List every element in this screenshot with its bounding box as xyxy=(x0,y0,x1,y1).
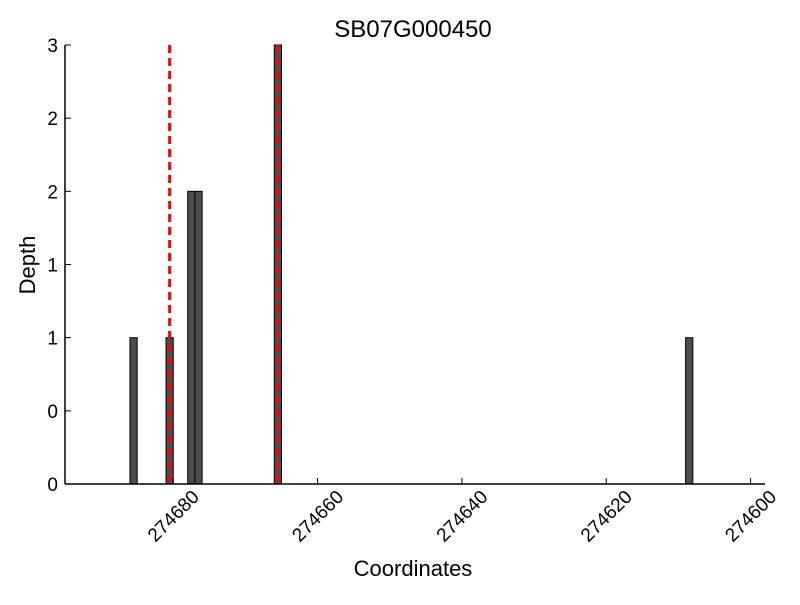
bar xyxy=(194,190,203,485)
bar xyxy=(685,337,694,485)
bars-group xyxy=(129,44,694,485)
y-tick-label: 2 xyxy=(47,109,58,130)
x-tick-label: 274640 xyxy=(433,487,493,547)
x-tick-label: 274600 xyxy=(721,487,781,547)
y-tick-label: 0 xyxy=(47,402,58,423)
y-tick-label: 2 xyxy=(47,182,58,203)
y-axis-label: Depth xyxy=(15,236,40,295)
y-tick-label: 3 xyxy=(47,36,58,57)
markers-group xyxy=(168,45,280,484)
y-tick-label: 1 xyxy=(47,256,58,277)
x-tick-label: 274660 xyxy=(288,487,348,547)
bar xyxy=(187,190,196,485)
x-tick-label: 274680 xyxy=(144,487,204,547)
x-tick-label: 274620 xyxy=(577,487,637,547)
chart-title: SB07G000450 xyxy=(334,16,491,43)
y-tick-label: 0 xyxy=(47,475,58,496)
y-tick-label: 1 xyxy=(47,329,58,350)
axes-group: 0 0 1 1 2 2 3 274680 274660 274640 274620 274600 xyxy=(47,36,781,546)
x-axis-label: Coordinates xyxy=(354,556,473,581)
bar xyxy=(129,337,138,485)
